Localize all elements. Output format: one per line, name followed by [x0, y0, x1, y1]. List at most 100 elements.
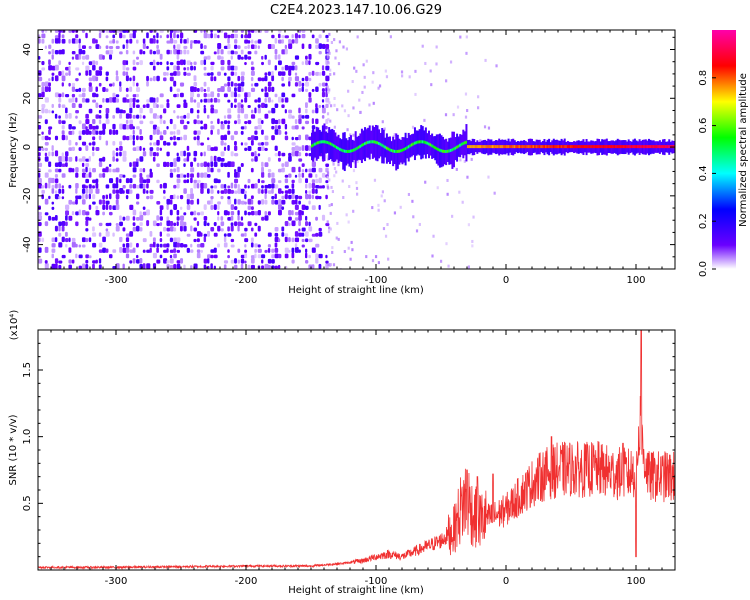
heatmap-cell	[159, 243, 163, 248]
heatmap-cell	[217, 71, 221, 76]
heatmap-cell	[112, 205, 117, 210]
y-tick-label: 1.5	[22, 362, 33, 378]
heatmap-cell	[85, 113, 89, 119]
heatmap-cell	[330, 185, 333, 189]
heatmap-cell	[452, 147, 455, 151]
heatmap-cell	[240, 263, 244, 269]
heatmap-cell	[139, 258, 143, 264]
heatmap-cell	[58, 60, 62, 66]
heatmap-cell	[139, 227, 143, 232]
heatmap-cell	[88, 86, 93, 92]
heatmap-cell	[284, 178, 289, 184]
heatmap-cell	[315, 185, 320, 189]
heatmap-cell	[159, 114, 163, 119]
heatmap-cell	[108, 178, 114, 184]
heatmap-cell	[546, 145, 549, 149]
heatmap-cell	[58, 103, 61, 109]
heatmap-cell	[122, 174, 126, 178]
heatmap-cell	[643, 145, 646, 149]
heatmap-cell	[399, 149, 402, 153]
heatmap-cell	[424, 141, 427, 145]
heatmap-cell	[378, 84, 382, 88]
heatmap-cell	[524, 145, 527, 149]
heatmap-cell	[247, 33, 252, 39]
heatmap-cell	[75, 183, 79, 189]
heatmap-cell	[220, 121, 224, 125]
heatmap-cell	[305, 178, 309, 184]
heatmap-cell	[274, 93, 278, 98]
heatmap-cell	[223, 184, 227, 189]
heatmap-cell	[102, 195, 105, 200]
heatmap-cell	[48, 51, 51, 55]
heatmap-cell	[326, 53, 329, 57]
heatmap-cell	[345, 47, 349, 51]
heatmap-cell	[271, 254, 275, 259]
heatmap-cell	[298, 87, 302, 92]
heatmap-cell	[442, 149, 445, 153]
heatmap-cell	[65, 215, 68, 221]
heatmap-cell	[88, 204, 92, 210]
heatmap-cell	[41, 194, 45, 200]
heatmap-cell	[368, 103, 371, 107]
heatmap-cell	[132, 140, 135, 146]
heatmap-cell	[132, 59, 136, 66]
colorbar-ticks: 0.00.20.40.60.8	[698, 70, 716, 277]
heatmap-cell	[78, 147, 82, 151]
heatmap-cell	[274, 119, 279, 125]
heatmap-cell	[75, 188, 78, 194]
heatmap-cell	[48, 169, 52, 173]
heatmap-cell	[54, 113, 58, 119]
heatmap-cell	[267, 248, 271, 253]
heatmap-cell	[318, 50, 322, 55]
heatmap-cell	[535, 145, 538, 149]
heatmap-cell	[454, 146, 457, 150]
heatmap-cell	[274, 232, 279, 237]
heatmap-cell	[98, 264, 102, 269]
heatmap-cell	[112, 92, 116, 98]
heatmap-cell	[281, 92, 286, 98]
heatmap-cell	[247, 120, 252, 125]
heatmap-cell	[604, 145, 607, 149]
heatmap-cell	[244, 46, 248, 50]
heatmap-cell	[250, 140, 254, 146]
heatmap-cell	[294, 55, 300, 60]
heatmap-cell	[467, 145, 469, 149]
heatmap-cell	[203, 161, 208, 168]
heatmap-cell	[179, 115, 185, 119]
heatmap-cell	[430, 83, 433, 87]
heatmap-cell	[129, 98, 134, 103]
heatmap-cell	[81, 30, 85, 33]
heatmap-cell	[250, 135, 255, 141]
heatmap-cell	[200, 232, 203, 237]
heatmap-cell	[132, 81, 135, 87]
heatmap-cell	[217, 156, 221, 162]
heatmap-cell	[560, 145, 563, 149]
heatmap-cell	[240, 56, 244, 60]
heatmap-cell	[38, 183, 42, 189]
heatmap-cell	[173, 237, 178, 243]
heatmap-cell	[146, 174, 151, 178]
heatmap-cell	[291, 146, 296, 151]
heatmap-cell	[473, 145, 476, 149]
heatmap-cell	[78, 72, 81, 76]
heatmap-cell	[305, 248, 308, 253]
heatmap-cell	[288, 188, 292, 194]
heatmap-cell	[65, 66, 70, 71]
heatmap-cell	[437, 147, 440, 151]
heatmap-cell	[446, 178, 449, 182]
heatmap-cell	[132, 222, 136, 227]
heatmap-cell	[51, 145, 54, 151]
heatmap-cell	[176, 178, 181, 184]
heatmap-cell	[207, 173, 211, 178]
heatmap-cell	[146, 220, 150, 227]
heatmap-cell	[654, 145, 657, 149]
heatmap-cell	[163, 129, 167, 135]
heatmap-cell	[193, 86, 197, 92]
heatmap-cell	[662, 145, 664, 149]
heatmap-cell	[277, 253, 282, 259]
heatmap-cell	[217, 168, 221, 173]
heatmap-cell	[234, 120, 237, 125]
heatmap-cell	[186, 233, 191, 237]
heatmap-cell	[136, 259, 140, 264]
heatmap-cell	[176, 221, 179, 227]
